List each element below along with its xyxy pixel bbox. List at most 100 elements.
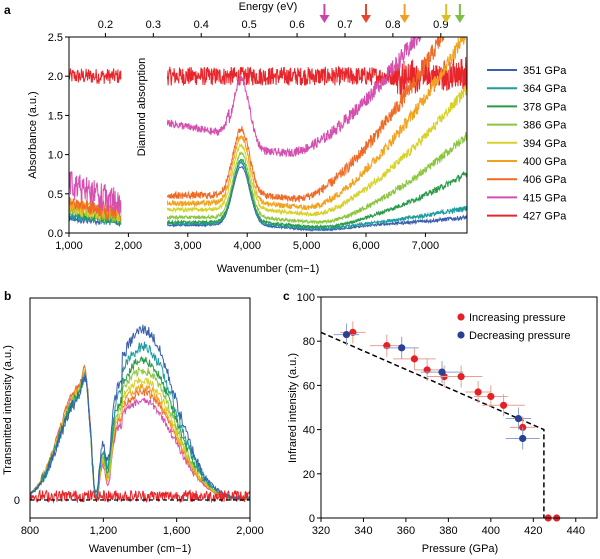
panel-a-legend-label: 406 GPa: [523, 174, 567, 186]
panel-c-point-increasing: [457, 372, 465, 381]
panel-a-top-tick-label: 0.2: [98, 19, 113, 31]
panel-a-x-tick-label: 7,000: [412, 240, 440, 252]
panel-a-top-tick-label: 0.6: [289, 19, 304, 31]
panel-b-x-axis-label: Wavenumber (cm−1): [89, 543, 192, 555]
panel-c-y-tick-label: 40: [303, 425, 315, 437]
panel-a-spectra: [69, 37, 467, 232]
panel-a-series-line-427-GPa: [69, 56, 467, 98]
panel-a-series-line-415-GPa: [69, 37, 422, 217]
panel-c-points: [333, 321, 578, 522]
panel-b-spectrum-0: [30, 324, 250, 501]
panel-a-y-tick-label: 2.5: [48, 32, 63, 44]
panel-a-y-tick-label: 1.0: [48, 150, 63, 162]
panel-c-y-tick-label: 80: [303, 336, 315, 348]
panel-c-point-decreasing: [438, 368, 446, 376]
panel-c-point-increasing: [499, 401, 508, 409]
panel-a-frame: [68, 36, 468, 234]
panel-c-point-increasing: [474, 388, 482, 396]
panel-a-letter: a: [4, 3, 11, 17]
panel-b-y-axis-label: Transmitted intensity (a.u.): [2, 345, 14, 475]
panel-b-spectra: [30, 324, 250, 504]
panel-c-x-tick-label: 320: [312, 525, 330, 537]
panel-a-series-line-406-GPa: [69, 37, 446, 223]
panel-c-point-decreasing: [514, 414, 523, 423]
panel-c: c 320 340 360 380 400 420 440 0 20 40 60 80 100 Pre…: [283, 289, 598, 555]
panel-c-point-decreasing: [342, 330, 351, 339]
panel-a-y-tick-label: 0.5: [48, 189, 63, 201]
panel-c-x-tick-label: 340: [354, 525, 372, 537]
panel-a-legend-label: 415 GPa: [523, 192, 567, 204]
panel-b-y-tick-label: 0: [14, 495, 20, 507]
panel-a-arrow-head: [454, 15, 465, 23]
panel-c-frame: [320, 296, 598, 519]
panel-b-x-tick-label: 1,600: [163, 525, 191, 537]
diamond-absorption-band: [121, 38, 168, 232]
panel-b-x-tick-label: 800: [21, 525, 39, 537]
panel-b-spectrum-5: [30, 369, 250, 501]
panel-a-series-group: [69, 37, 467, 232]
panel-c-letter: c: [283, 289, 290, 303]
panel-a-arrow-head: [361, 15, 372, 23]
panel-c-x-tick-label: 420: [524, 525, 542, 537]
panel-c-y-ticks: 0 20 40 60 80 100: [297, 292, 321, 525]
panel-b-spectrum-4: [30, 369, 250, 501]
panel-a-y-axis-label: Absorbance (a.u.): [27, 91, 39, 178]
panel-b-x-ticks: 800 1,200 1,600 2,000: [21, 518, 264, 537]
panel-a-top-ticks: 0.2 0.3 0.4 0.5 0.6 0.7 0.8 0.9: [98, 19, 448, 37]
panel-a-y-tick-label: 2.0: [48, 71, 63, 83]
panel-b-spectrum-1: [30, 341, 250, 501]
panel-a-arrows: [319, 4, 465, 23]
panel-b-series-group: [30, 324, 250, 504]
panel-c-x-ticks: 320 340 360 380 400 420 440: [312, 518, 585, 537]
panel-b-spectrum-427: [30, 489, 250, 504]
panel-a-top-axis-label: Energy (eV): [239, 1, 298, 13]
panel-c-x-tick-label: 400: [482, 525, 500, 537]
panel-b-x-tick-label: 2,000: [236, 525, 264, 537]
panel-a-top-tick-label: 0.5: [242, 19, 257, 31]
panel-a-x-ticks: 1,000 2,000 3,000 4,000 5,000 6,000 7,000: [55, 233, 439, 252]
panel-a-legend-label: 427 GPa: [523, 211, 567, 223]
panel-c-point-decreasing: [398, 344, 406, 352]
panel-a-x-tick-label: 5,000: [293, 240, 321, 252]
panel-a-top-tick-label: 0.7: [337, 19, 352, 31]
panel-c-y-tick-label: 20: [303, 469, 315, 481]
panel-c-y-tick-label: 0: [309, 513, 315, 525]
panel-c-legend-label: Decreasing pressure: [469, 330, 571, 342]
panel-a-x-tick-label: 2,000: [115, 240, 143, 252]
panel-c-y-tick-label: 60: [303, 380, 315, 392]
panel-a-legend-label: 351 GPa: [523, 65, 567, 77]
panel-b-frame: [29, 297, 251, 519]
panel-a-legend-label: 378 GPa: [523, 101, 567, 113]
panel-b-y-ticks: 0: [14, 495, 20, 507]
panel-c-fit-path: [320, 331, 545, 518]
panel-a-top-tick-label: 0.3: [146, 19, 161, 31]
panel-c-legend: Increasing pressure Decreasing pressure: [457, 312, 571, 342]
panel-c-x-tick-label: 440: [567, 525, 585, 537]
panel-c-legend-marker: [457, 313, 465, 321]
panel-a-top-tick-label: 0.8: [385, 19, 400, 31]
panel-a-legend-label: 394 GPa: [523, 138, 567, 150]
panel-c-fit-line: [320, 331, 545, 518]
panel-a-arrow-head: [319, 15, 330, 23]
panel-c-x-axis-label: Pressure (GPa): [422, 543, 498, 555]
panel-a-arrow-head: [441, 15, 452, 23]
panel-a-x-tick-label: 4,000: [233, 240, 261, 252]
panel-c-legend-label: Increasing pressure: [469, 312, 566, 324]
panel-c-x-tick-label: 360: [397, 525, 415, 537]
panel-b-x-tick-label: 1,200: [90, 525, 118, 537]
panel-b-letter: b: [4, 289, 11, 303]
panel-b: b 800 1,200 1,600 2,000 0 Wavenumber (cm−1)…: [2, 289, 264, 555]
panel-c-y-tick-label: 100: [297, 292, 315, 304]
panel-c-legend-marker: [457, 331, 465, 339]
panel-a-x-tick-label: 3,000: [174, 240, 202, 252]
panel-a-legend-label: 400 GPa: [523, 156, 567, 168]
panel-a-y-tick-label: 1.5: [48, 110, 63, 122]
diamond-absorption-label: Diamond absorption: [136, 58, 148, 156]
panel-a-x-tick-label: 1,000: [55, 240, 83, 252]
panel-a-arrow-head: [399, 15, 410, 23]
panel-a-x-axis-label: Wavenumber (cm−1): [217, 263, 320, 275]
panel-c-point-increasing: [410, 355, 419, 363]
panel-a-legend-label: 364 GPa: [523, 83, 567, 95]
panel-c-point-increasing: [487, 392, 495, 401]
